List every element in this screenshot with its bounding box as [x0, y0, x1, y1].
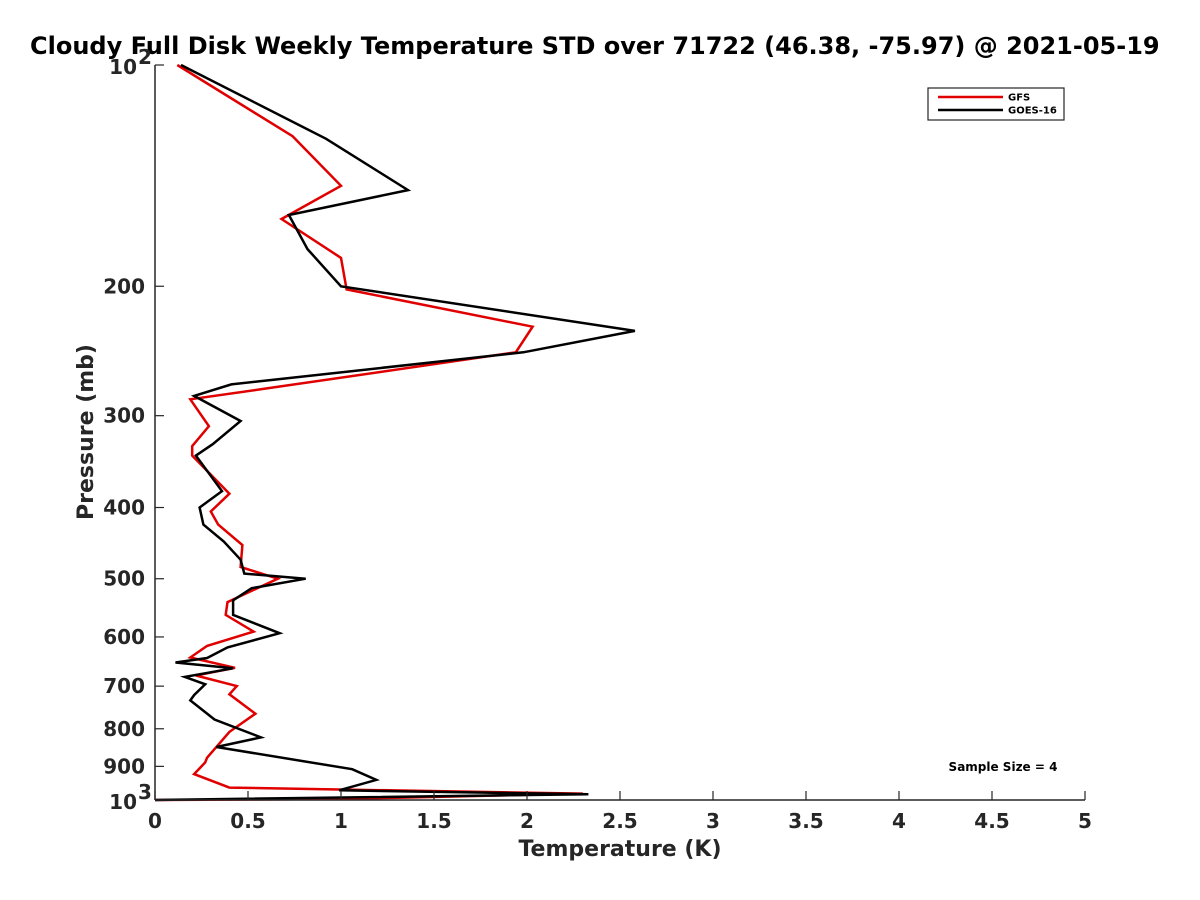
- series-line-gfs: [154, 63, 583, 802]
- x-tick-label: 3.5: [788, 809, 823, 833]
- legend-label-gfs: GFS: [1008, 93, 1030, 104]
- legend-label-goes-16: GOES-16: [1008, 106, 1057, 117]
- sample-size-annotation: Sample Size = 4: [949, 760, 1058, 774]
- y-tick-label: 10: [109, 55, 137, 79]
- chart-title: Cloudy Full Disk Weekly Temperature STD …: [30, 32, 1160, 60]
- x-tick-label: 1: [334, 809, 348, 833]
- legend: GFS GOES-16: [927, 87, 1065, 121]
- y-tick-exponent: 2: [138, 45, 152, 69]
- y-tick-label: 10: [109, 790, 137, 814]
- y-tick-label: 600: [103, 625, 145, 649]
- y-tick-label: 800: [103, 717, 145, 741]
- x-tick-label: 1.5: [416, 809, 451, 833]
- y-tick-exponent: 3: [138, 780, 152, 804]
- y-tick-label: 200: [103, 274, 145, 298]
- x-tick-label: 5: [1078, 809, 1092, 833]
- x-axis-label: Temperature (K): [518, 837, 721, 862]
- y-axis-label: Pressure (mb): [74, 344, 99, 520]
- x-tick-label: 2: [520, 809, 534, 833]
- y-tick-label: 400: [103, 496, 145, 520]
- y-tick-label: 300: [103, 404, 145, 428]
- x-tick-label: 0: [148, 809, 162, 833]
- x-tick-label: 0.5: [230, 809, 265, 833]
- x-tick-label: 4.5: [974, 809, 1009, 833]
- legend-box: [927, 87, 1065, 121]
- series-line-goes-16: [154, 63, 636, 802]
- y-tick-label: 700: [103, 674, 145, 698]
- x-tick-label: 4: [892, 809, 906, 833]
- x-ticks: 0 0.5 1 1.5 2 2.5 3 3.5 4 4.5 5: [148, 791, 1092, 833]
- y-tick-label: 500: [103, 567, 145, 591]
- series-layer: [154, 63, 636, 802]
- x-tick-label: 2.5: [602, 809, 637, 833]
- x-tick-label: 3: [706, 809, 720, 833]
- y-tick-label: 900: [103, 754, 145, 778]
- plot-area: [155, 65, 1085, 800]
